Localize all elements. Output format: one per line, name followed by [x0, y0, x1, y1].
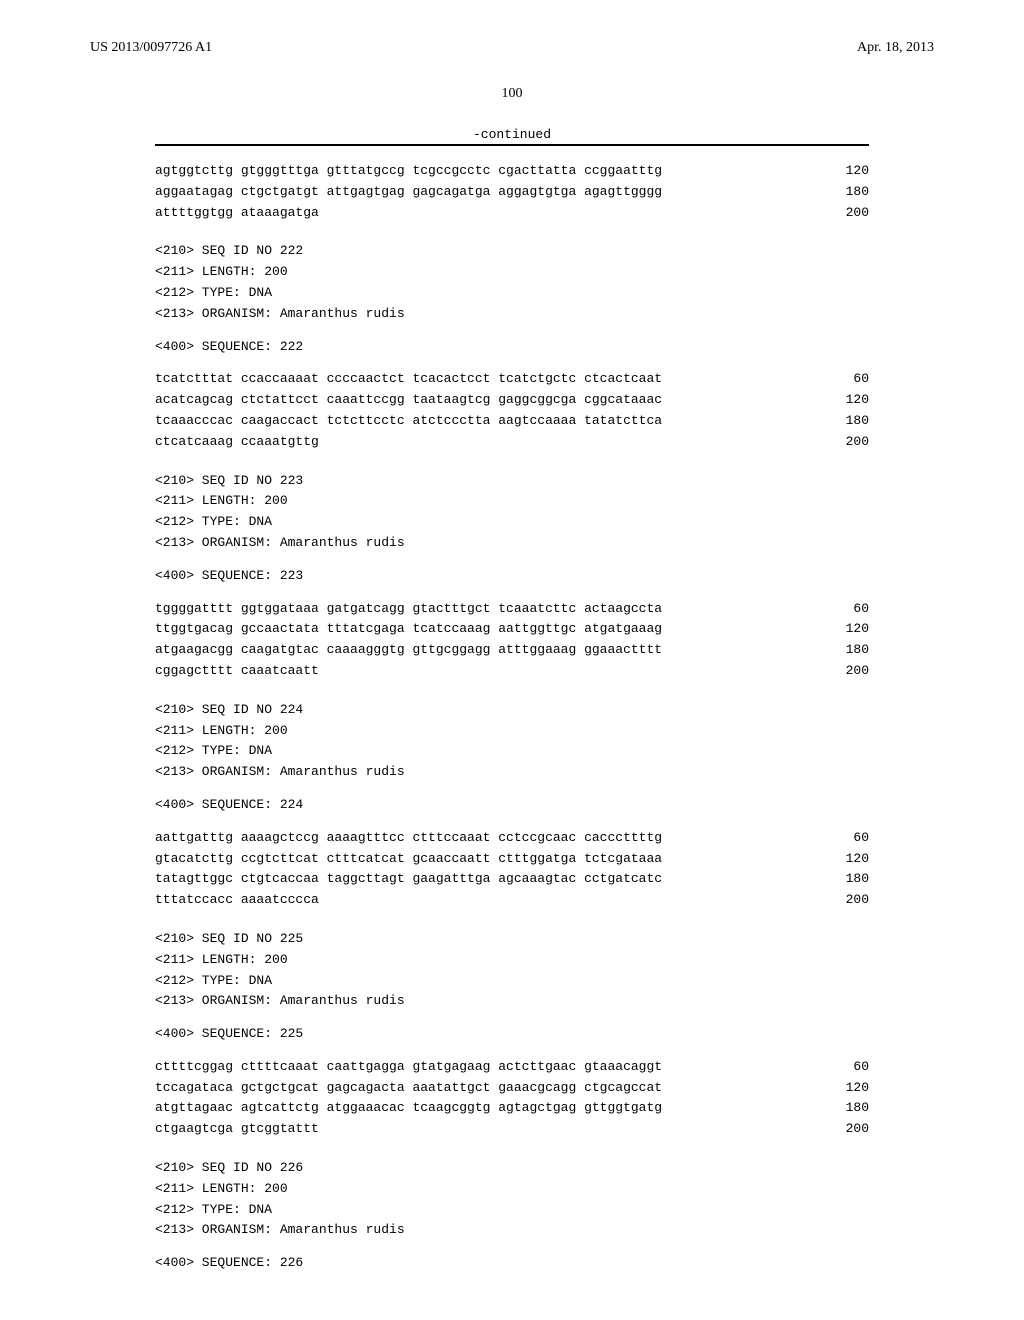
sequence-text: tccagataca gctgctgcat gagcagacta aaatatt…	[155, 1078, 662, 1099]
sequence-position: 200	[829, 1119, 869, 1140]
sequence-meta-line: <210> SEQ ID NO 222	[155, 241, 869, 262]
sequence-line: attttggtgg ataaagatga 200	[155, 203, 869, 224]
sequence-position: 120	[829, 161, 869, 182]
sequence-content: agtggtcttg gtgggtttga gtttatgccg tcgccgc…	[155, 161, 869, 1286]
sequence-meta-line: <212> TYPE: DNA	[155, 741, 869, 762]
sequence-text: tcaaacccac caagaccact tctcttcctc atctccc…	[155, 411, 662, 432]
sequence-position: 120	[829, 390, 869, 411]
sequence-line: ctgaagtcga gtcggtattt 200	[155, 1119, 869, 1140]
page-header: US 2013/0097726 A1 Apr. 18, 2013	[90, 40, 934, 56]
sequence-text: cggagctttt caaatcaatt	[155, 661, 319, 682]
sequence-text: agtggtcttg gtgggtttga gtttatgccg tcgccgc…	[155, 161, 662, 182]
sequence-meta-line: <213> ORGANISM: Amaranthus rudis	[155, 762, 869, 783]
sequence-line: agtggtcttg gtgggtttga gtttatgccg tcgccgc…	[155, 161, 869, 182]
sequence-meta-line: <210> SEQ ID NO 226	[155, 1158, 869, 1179]
sequence-line: aggaatagag ctgctgatgt attgagtgag gagcaga…	[155, 182, 869, 203]
sequence-line: tccagataca gctgctgcat gagcagacta aaatatt…	[155, 1078, 869, 1099]
sequence-text: ttggtgacag gccaactata tttatcgaga tcatcca…	[155, 619, 662, 640]
sequence-text: cttttcggag cttttcaaat caattgagga gtatgag…	[155, 1057, 662, 1078]
sequence-position: 60	[829, 599, 869, 620]
sequence-position: 60	[829, 828, 869, 849]
sequence-position: 120	[829, 849, 869, 870]
sequence-meta-line: <211> LENGTH: 200	[155, 1179, 869, 1200]
sequence-line: gtacatcttg ccgtcttcat ctttcatcat gcaacca…	[155, 849, 869, 870]
sequence-meta-line: <211> LENGTH: 200	[155, 950, 869, 971]
sequence-meta-line: <213> ORGANISM: Amaranthus rudis	[155, 304, 869, 325]
sequence-line: tatagttggc ctgtcaccaa taggcttagt gaagatt…	[155, 869, 869, 890]
sequence-position: 120	[829, 619, 869, 640]
page-number: 100	[90, 86, 934, 102]
sequence-line: ctcatcaaag ccaaatgttg 200	[155, 432, 869, 453]
doc-number: US 2013/0097726 A1	[90, 40, 212, 56]
sequence-line: tcaaacccac caagaccact tctcttcctc atctccc…	[155, 411, 869, 432]
sequence-meta-line: <213> ORGANISM: Amaranthus rudis	[155, 991, 869, 1012]
sequence-meta-line: <211> LENGTH: 200	[155, 721, 869, 742]
sequence-position: 60	[829, 369, 869, 390]
sequence-text: tggggatttt ggtggataaa gatgatcagg gtacttt…	[155, 599, 662, 620]
sequence-meta-line: <211> LENGTH: 200	[155, 262, 869, 283]
sequence-meta-line: <400> SEQUENCE: 222	[155, 337, 869, 358]
sequence-meta-line: <210> SEQ ID NO 224	[155, 700, 869, 721]
sequence-text: aattgatttg aaaagctccg aaaagtttcc ctttcca…	[155, 828, 662, 849]
sequence-line: acatcagcag ctctattcct caaattccgg taataag…	[155, 390, 869, 411]
sequence-line: atgttagaac agtcattctg atggaaacac tcaagcg…	[155, 1098, 869, 1119]
sequence-text: tatagttggc ctgtcaccaa taggcttagt gaagatt…	[155, 869, 662, 890]
sequence-text: aggaatagag ctgctgatgt attgagtgag gagcaga…	[155, 182, 662, 203]
sequence-position: 200	[829, 661, 869, 682]
sequence-text: attttggtgg ataaagatga	[155, 203, 319, 224]
sequence-line: aattgatttg aaaagctccg aaaagtttcc ctttcca…	[155, 828, 869, 849]
sequence-meta-line: <212> TYPE: DNA	[155, 1200, 869, 1221]
sequence-meta-line: <400> SEQUENCE: 225	[155, 1024, 869, 1045]
sequence-line: ttggtgacag gccaactata tttatcgaga tcatcca…	[155, 619, 869, 640]
sequence-text: atgaagacgg caagatgtac caaaagggtg gttgcgg…	[155, 640, 662, 661]
sequence-line: tttatccacc aaaatcccca 200	[155, 890, 869, 911]
sequence-position: 200	[829, 203, 869, 224]
sequence-meta-line: <213> ORGANISM: Amaranthus rudis	[155, 1220, 869, 1241]
sequence-position: 60	[829, 1057, 869, 1078]
sequence-position: 120	[829, 1078, 869, 1099]
sequence-line: cttttcggag cttttcaaat caattgagga gtatgag…	[155, 1057, 869, 1078]
sequence-text: acatcagcag ctctattcct caaattccgg taataag…	[155, 390, 662, 411]
sequence-line: tggggatttt ggtggataaa gatgatcagg gtacttt…	[155, 599, 869, 620]
sequence-meta-line: <212> TYPE: DNA	[155, 971, 869, 992]
sequence-meta-line: <213> ORGANISM: Amaranthus rudis	[155, 533, 869, 554]
continued-label: -continued	[155, 127, 869, 146]
sequence-meta-line: <400> SEQUENCE: 223	[155, 566, 869, 587]
sequence-line: atgaagacgg caagatgtac caaaagggtg gttgcgg…	[155, 640, 869, 661]
sequence-meta-line: <210> SEQ ID NO 223	[155, 471, 869, 492]
sequence-position: 180	[829, 640, 869, 661]
sequence-text: tttatccacc aaaatcccca	[155, 890, 319, 911]
sequence-meta-line: <212> TYPE: DNA	[155, 283, 869, 304]
sequence-line: cggagctttt caaatcaatt 200	[155, 661, 869, 682]
sequence-meta-line: <400> SEQUENCE: 226	[155, 1253, 869, 1274]
sequence-position: 200	[829, 432, 869, 453]
doc-date: Apr. 18, 2013	[857, 40, 934, 56]
sequence-meta-line: <210> SEQ ID NO 225	[155, 929, 869, 950]
sequence-position: 180	[829, 182, 869, 203]
sequence-position: 180	[829, 869, 869, 890]
sequence-meta-line: <211> LENGTH: 200	[155, 491, 869, 512]
sequence-text: atgttagaac agtcattctg atggaaacac tcaagcg…	[155, 1098, 662, 1119]
sequence-meta-line: <212> TYPE: DNA	[155, 512, 869, 533]
sequence-text: gtacatcttg ccgtcttcat ctttcatcat gcaacca…	[155, 849, 662, 870]
sequence-meta-line: <400> SEQUENCE: 224	[155, 795, 869, 816]
sequence-position: 200	[829, 890, 869, 911]
sequence-text: tcatctttat ccaccaaaat ccccaactct tcacact…	[155, 369, 662, 390]
sequence-position: 180	[829, 1098, 869, 1119]
sequence-text: ctgaagtcga gtcggtattt	[155, 1119, 319, 1140]
sequence-line: tcatctttat ccaccaaaat ccccaactct tcacact…	[155, 369, 869, 390]
sequence-text: ctcatcaaag ccaaatgttg	[155, 432, 319, 453]
sequence-position: 180	[829, 411, 869, 432]
